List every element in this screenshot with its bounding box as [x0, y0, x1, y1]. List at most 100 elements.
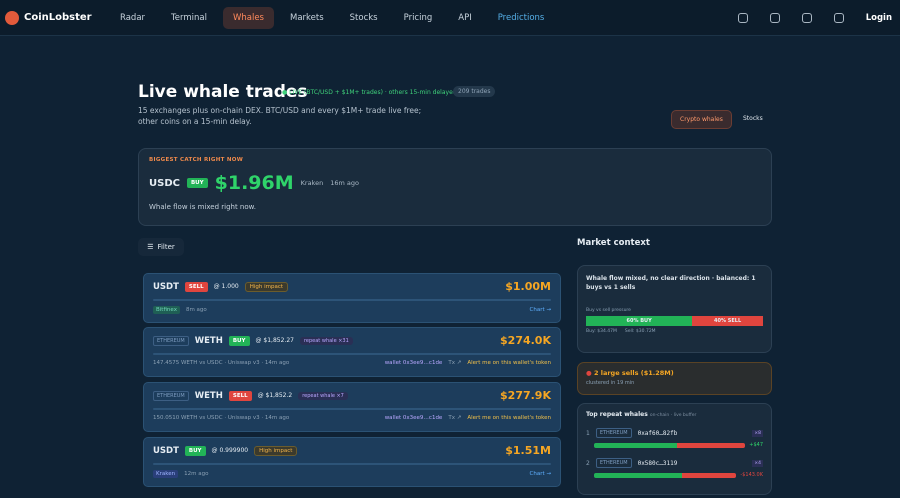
repeat-note: on-chain · live buffer: [649, 413, 697, 418]
brand[interactable]: CoinLobster: [5, 10, 110, 25]
amount: $1.00M: [505, 280, 551, 293]
symbol: USDT: [153, 445, 179, 456]
nav-right: Login: [737, 12, 892, 23]
trade-row: USDT BUY @ 0.999900 High impact $1.51M: [153, 444, 551, 457]
trade-card[interactable]: ETHEREUM WETH BUY @ $1,852.27 repeat whale ×…: [143, 327, 561, 377]
nav-item[interactable]: Radar: [120, 12, 146, 23]
catch-time: 16m ago: [330, 179, 359, 187]
detail: 147.4575 WETH vs USDC · Uniswap v3 · 14m…: [153, 360, 290, 366]
flow-bar: [594, 442, 746, 448]
pressure-label: Buy vs sell pressure: [586, 308, 631, 313]
alert-link[interactable]: Alert me on this wallet's token: [467, 360, 551, 366]
login[interactable]: Login: [865, 12, 892, 23]
count: ×8: [752, 429, 763, 437]
nav-item[interactable]: Terminal: [171, 12, 207, 23]
trade-meta: Bitfinex 8m ago Chart →: [153, 306, 551, 314]
language-icon[interactable]: [769, 12, 780, 23]
nav-item[interactable]: API: [458, 12, 472, 23]
trade-meta: 150.0510 WETH vs USDC · Uniswap v3 · 14m…: [153, 415, 551, 421]
nav-item[interactable]: Whales: [222, 6, 274, 29]
side-badge: BUY: [186, 178, 208, 188]
wallet-link[interactable]: wallet 0x3ee9…c1de: [384, 360, 443, 366]
symbol: WETH: [194, 390, 223, 401]
amount: $1.51M: [505, 444, 551, 457]
alert-link[interactable]: Alert me on this wallet's token: [467, 415, 551, 421]
chain: ETHEREUM: [153, 390, 189, 401]
side-badge: SELL: [228, 390, 252, 401]
trade-meta: 147.4575 WETH vs USDC · Uniswap v3 · 14m…: [153, 360, 551, 366]
trade-card[interactable]: USDT BUY @ 0.999900 High impact $1.51M Krake…: [143, 437, 561, 487]
address: 0xaf60…82fb: [637, 429, 678, 437]
tx-link[interactable]: Tx ↗: [448, 415, 462, 421]
discord-icon[interactable]: [833, 12, 844, 23]
trade-row: ETHEREUM WETH SELL @ $1,852.2 repeat whale ×…: [153, 389, 551, 402]
nav-item[interactable]: Pricing: [403, 12, 433, 23]
nav-item[interactable]: Markets: [289, 12, 324, 23]
repeat-tag: repeat whale ×31: [299, 336, 353, 345]
nav-bar: CoinLobster Radar Terminal Whales Market…: [0, 0, 900, 36]
trade-row: USDT SELL @ 1.000 High impact $1.00M: [153, 280, 551, 293]
buy-label: 60% BUY: [626, 318, 652, 324]
whale-row[interactable]: 2 ETHEREUM 0x580c…3119 ×4 -$143.0K: [586, 458, 763, 478]
rank: 2: [586, 459, 590, 467]
buy-share: 60% BUY: [586, 316, 693, 326]
filter-label: Filter: [157, 243, 175, 251]
description: 15 exchanges plus on-chain DEX. BTC/USD …: [138, 106, 422, 126]
alert-panel: ● 2 large sells ($1.28M) clustered in 19…: [577, 362, 772, 395]
repeat-title: Top repeat whales: [586, 411, 648, 418]
x-icon[interactable]: [801, 12, 812, 23]
price: @ 1.000: [213, 283, 239, 290]
repeat-tag: repeat whale ×7: [298, 391, 348, 400]
pnl: -$143.0K: [740, 472, 763, 478]
sell-label: 40% SELL: [714, 318, 742, 324]
filter-icon: ☰: [147, 243, 154, 251]
bell-icon[interactable]: [737, 12, 748, 23]
count: ×4: [752, 459, 763, 467]
chart-link[interactable]: Chart →: [529, 471, 551, 477]
nav-item[interactable]: Stocks: [349, 12, 378, 23]
wallet-link[interactable]: wallet 0x3ee9…c1de: [384, 415, 443, 421]
tab[interactable]: Stocks: [743, 115, 763, 122]
alert-dot: ●: [586, 369, 592, 377]
exchange: Kraken: [153, 470, 179, 478]
time: 8m ago: [185, 307, 207, 313]
side-badge: SELL: [184, 281, 208, 292]
biggest-catch: BIGGEST CATCH RIGHT NOW USDC BUY $1.96M …: [138, 148, 772, 226]
repeat-panel: Top repeat whales on-chain · live buffer…: [577, 403, 772, 495]
chain: ETHEREUM: [595, 428, 632, 438]
progress-bar: [153, 408, 551, 410]
trade-card[interactable]: ETHEREUM WETH SELL @ $1,852.2 repeat whale ×…: [143, 382, 561, 432]
pressure-totals: Buy: $34.47M Sell: $30.72M: [586, 329, 763, 334]
progress-bar: [153, 353, 551, 355]
symbol: WETH: [194, 335, 223, 346]
trade-meta: Kraken 12m ago Chart →: [153, 470, 551, 478]
price: @ $1,852.27: [255, 337, 294, 344]
nav-item[interactable]: Predictions: [497, 12, 545, 23]
alert-title: ● 2 large sells ($1.28M): [586, 369, 763, 377]
chart-link[interactable]: Chart →: [529, 307, 551, 313]
flow-text: Whale flow mixed, no clear direction · b…: [586, 275, 756, 291]
amount: $277.9K: [500, 389, 551, 402]
exchange: Bitfinex: [153, 306, 180, 314]
address: 0x580c…3119: [637, 459, 678, 467]
flow-bar: [594, 472, 737, 478]
filter-button[interactable]: ☰ Filter: [138, 238, 184, 256]
price: @ $1,852.2: [257, 392, 293, 399]
catch-label: BIGGEST CATCH RIGHT NOW: [149, 157, 244, 163]
catch-row: USDC BUY $1.96M Kraken 16m ago: [149, 172, 761, 194]
trade-count: 209 trades: [453, 86, 496, 97]
amount: $274.0K: [500, 334, 551, 347]
rank: 1: [586, 429, 590, 437]
logo: [5, 10, 19, 25]
chain: ETHEREUM: [153, 335, 189, 346]
tab[interactable]: Crypto whales: [671, 110, 732, 129]
pnl: +$47: [749, 442, 763, 448]
whale-row[interactable]: 1 ETHEREUM 0xaf60…82fb ×8 +$47: [586, 428, 763, 448]
tx-link[interactable]: Tx ↗: [448, 360, 462, 366]
alert-text: 2 large sells ($1.28M): [593, 369, 674, 377]
page-title: Live whale trades: [138, 82, 308, 102]
chain: ETHEREUM: [595, 458, 632, 468]
progress-bar: [153, 463, 551, 465]
trade-card[interactable]: USDT SELL @ 1.000 High impact $1.00M Bitfine…: [143, 273, 561, 323]
